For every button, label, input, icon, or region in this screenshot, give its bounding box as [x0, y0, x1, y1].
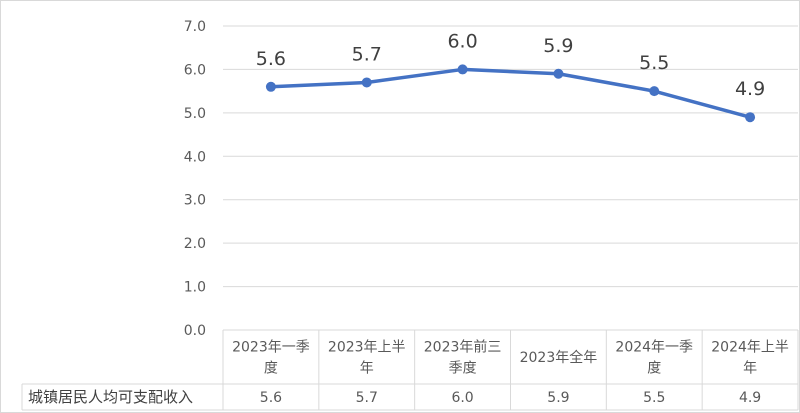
- category-label: 2024年上半: [711, 340, 789, 356]
- data-point: [745, 112, 756, 123]
- y-tick-label: 0.0: [184, 323, 206, 339]
- table-value: 5.7: [356, 390, 378, 406]
- table-value: 5.5: [643, 390, 665, 406]
- category-label: 季度: [449, 361, 477, 377]
- data-label: 6.0: [447, 30, 477, 52]
- data-label: 4.9: [735, 78, 765, 100]
- table-value: 4.9: [739, 390, 761, 406]
- y-tick-label: 6.0: [184, 62, 206, 78]
- y-tick-label: 5.0: [184, 106, 206, 122]
- category-label: 年: [360, 361, 374, 377]
- data-label: 5.9: [543, 35, 573, 57]
- category-label: 年: [743, 361, 757, 377]
- data-label: 5.6: [256, 48, 286, 70]
- category-label: 度: [264, 361, 278, 377]
- category-label: 2023年前三: [424, 339, 502, 356]
- y-tick-label: 4.0: [184, 149, 206, 165]
- data-point: [361, 77, 372, 88]
- y-tick-label: 3.0: [184, 193, 206, 209]
- data-point: [265, 81, 276, 92]
- series-line: [269, 67, 752, 119]
- category-label: 2023年上半: [328, 340, 406, 356]
- y-tick-label: 2.0: [184, 236, 206, 252]
- category-label: 度: [647, 361, 661, 377]
- series-name-label: 城镇居民人均可支配收入: [28, 388, 193, 406]
- y-tick-label: 1.0: [184, 280, 206, 296]
- table-value: 5.6: [260, 390, 282, 406]
- data-label: 5.5: [639, 52, 669, 74]
- category-label: 2023年一季: [232, 340, 310, 356]
- category-label: 2023年全年: [520, 349, 598, 366]
- category-label: 2024年一季: [615, 340, 693, 356]
- y-tick-label: 7.0: [184, 19, 206, 35]
- table-value: 5.9: [547, 390, 569, 406]
- data-point: [457, 64, 468, 75]
- data-label: 5.7: [352, 43, 382, 65]
- data-point: [553, 68, 564, 79]
- data-point: [649, 86, 660, 97]
- table-value: 6.0: [451, 390, 473, 406]
